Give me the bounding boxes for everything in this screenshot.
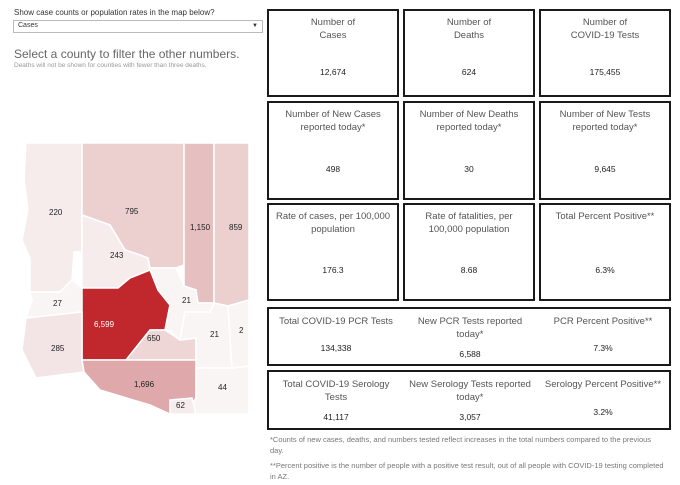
- cell-label: New PCR Tests reported today*: [417, 316, 523, 340]
- card-value: 8.68: [460, 265, 478, 275]
- card-label: Total Percent Positive**: [555, 211, 655, 222]
- card-total-percent-positive: Total Percent Positive** 6.3%: [539, 203, 671, 301]
- cell-value: 3,057: [459, 412, 481, 422]
- card-value: 6.3%: [595, 265, 615, 275]
- arizona-county-map: 220 795 1,150 859 243 27 6,599 21 650 21…: [0, 0, 268, 440]
- card-value: 498: [325, 164, 341, 174]
- county-value-pima: 1,696: [134, 380, 155, 389]
- card-new-tests-today: Number of New Tests reported today* 9,64…: [539, 101, 671, 200]
- pcr-tests-row: Total COVID-19 PCR Tests 134,338 New PCR…: [267, 307, 671, 366]
- county-santa-cruz[interactable]: [169, 397, 197, 415]
- card-value: 30: [464, 164, 474, 174]
- county-value-maricopa: 6,599: [94, 320, 115, 329]
- cell-label: PCR Percent Positive**: [553, 316, 653, 327]
- card-value: 9,645: [594, 164, 616, 174]
- county-value-cochise: 44: [218, 383, 227, 392]
- county-value-pinal: 650: [147, 334, 161, 343]
- card-case-rate: Rate of cases, per 100,000 population 17…: [267, 203, 399, 301]
- county-cochise[interactable]: [184, 365, 250, 415]
- cell-value: 7.3%: [593, 343, 613, 353]
- county-mohave[interactable]: [21, 142, 83, 293]
- serology-total-cell: Total COVID-19 Serology Tests 41,117: [269, 372, 403, 428]
- card-value: 12,674: [320, 67, 346, 77]
- county-value-graham: 21: [210, 330, 219, 339]
- county-value-apache: 859: [229, 223, 243, 232]
- cell-value: 134,338: [320, 343, 352, 353]
- county-value-gila: 21: [182, 296, 191, 305]
- card-new-deaths-today: Number of New Deaths reported today* 30: [403, 101, 535, 200]
- county-value-navajo: 1,150: [190, 223, 211, 232]
- map-mode-selected-value: Cases: [18, 22, 38, 29]
- cell-value: 3.2%: [593, 407, 613, 417]
- county-map-svg: [21, 142, 250, 415]
- card-value: 624: [461, 67, 477, 77]
- card-value: 175,455: [589, 67, 621, 77]
- map-mode-select[interactable]: Cases ▼: [13, 20, 263, 33]
- serology-tests-row: Total COVID-19 Serology Tests 41,117 New…: [267, 370, 671, 430]
- county-value-mohave: 220: [49, 208, 63, 217]
- county-value-yavapai: 243: [110, 251, 124, 260]
- map-mode-question: Show case counts or population rates in …: [14, 8, 215, 17]
- card-label: Number of Cases: [310, 17, 356, 41]
- serology-percent-cell: Serology Percent Positive** 3.2%: [537, 372, 669, 428]
- card-label: Number of COVID-19 Tests: [570, 17, 640, 41]
- cell-label: Total COVID-19 Serology Tests: [282, 379, 390, 403]
- card-label: Rate of cases, per 100,000 population: [275, 211, 391, 235]
- card-fatality-rate: Rate of fatalities, per 100,000 populati…: [403, 203, 535, 301]
- card-new-cases-today: Number of New Cases reported today* 498: [267, 101, 399, 200]
- cell-label: Serology Percent Positive**: [544, 379, 662, 390]
- county-value-yuma: 285: [51, 344, 65, 353]
- pcr-total-cell: Total COVID-19 PCR Tests 134,338: [269, 309, 403, 364]
- card-number-of-deaths: Number of Deaths 624: [403, 9, 535, 97]
- triangle-down-icon[interactable]: ▼: [252, 23, 258, 29]
- cell-value: 6,588: [459, 349, 481, 359]
- county-value-greenlee: 2: [239, 326, 244, 335]
- card-number-of-cases: Number of Cases 12,674: [267, 9, 399, 97]
- pcr-new-cell: New PCR Tests reported today* 6,588: [403, 309, 537, 364]
- card-label: Number of New Cases reported today*: [285, 109, 381, 133]
- card-label: Number of New Tests reported today*: [559, 109, 651, 133]
- card-label: Rate of fatalities, per 100,000 populati…: [425, 211, 513, 235]
- county-value-coconino: 795: [125, 207, 139, 216]
- card-label: Number of Deaths: [446, 17, 492, 41]
- cell-value: 41,117: [323, 412, 349, 422]
- card-number-of-tests: Number of COVID-19 Tests 175,455: [539, 9, 671, 97]
- cell-label: Total COVID-19 PCR Tests: [279, 316, 393, 327]
- county-value-la-paz: 27: [53, 299, 62, 308]
- footnote-new-counts: *Counts of new cases, deaths, and number…: [270, 435, 652, 455]
- county-value-santa-cruz: 62: [176, 401, 185, 410]
- serology-new-cell: New Serology Tests reported today* 3,057: [403, 372, 537, 428]
- card-value: 176.3: [322, 265, 344, 275]
- map-instruction: Select a county to filter the other numb…: [14, 47, 240, 61]
- map-deaths-note: Deaths will not be shown for counties wi…: [14, 62, 207, 69]
- footnote-percent-positive: **Percent positive is the number of peop…: [270, 461, 664, 481]
- pcr-percent-cell: PCR Percent Positive** 7.3%: [537, 309, 669, 364]
- cell-label: New Serology Tests reported today*: [409, 379, 531, 403]
- card-label: Number of New Deaths reported today*: [419, 109, 519, 133]
